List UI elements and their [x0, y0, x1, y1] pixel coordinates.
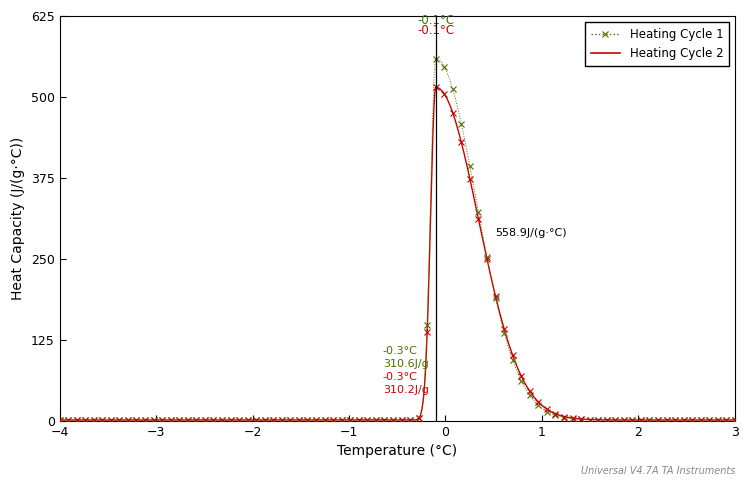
X-axis label: Temperature (°C): Temperature (°C): [338, 444, 458, 458]
Text: Universal V4.7A TA Instruments: Universal V4.7A TA Instruments: [580, 466, 735, 476]
Text: -0.1°C: -0.1°C: [417, 24, 454, 37]
Text: 558.9J/(g·°C): 558.9J/(g·°C): [496, 228, 567, 238]
Text: -0.3°C
310.2J/g: -0.3°C 310.2J/g: [382, 372, 429, 395]
Text: -0.3°C
310.6J/g: -0.3°C 310.6J/g: [382, 346, 428, 369]
Legend: Heating Cycle 1, Heating Cycle 2: Heating Cycle 1, Heating Cycle 2: [585, 22, 729, 66]
Text: -0.1°C: -0.1°C: [417, 14, 454, 27]
Y-axis label: Heat Capacity (J/(g·°C)): Heat Capacity (J/(g·°C)): [11, 137, 25, 300]
